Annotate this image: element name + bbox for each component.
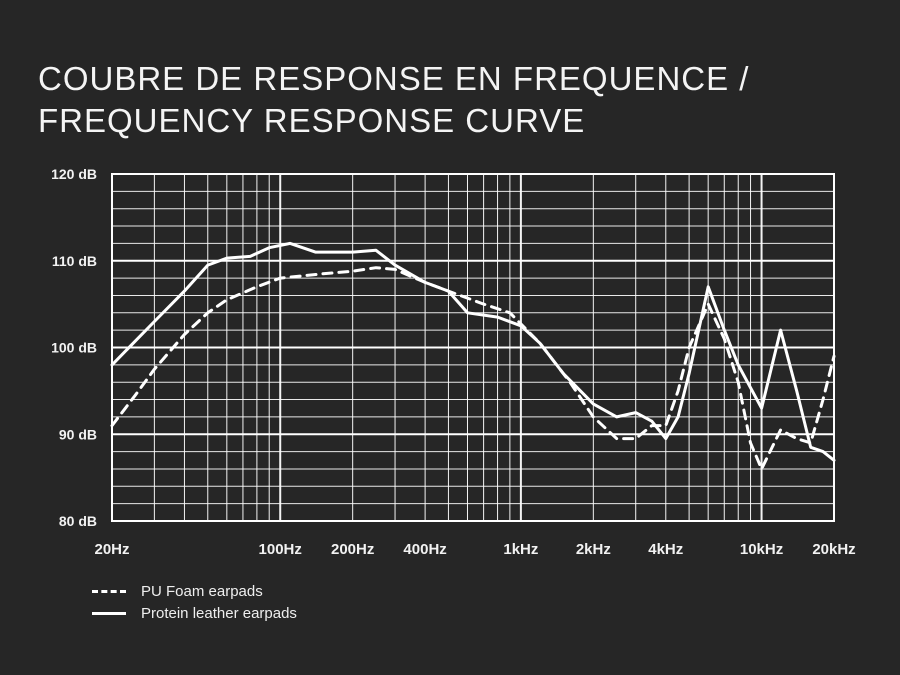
chart-title: COUBRE DE RESPONSE EN FREQUENCE / FREQUE… <box>38 58 749 142</box>
label-layer: 80 dB 90 dB 100 dB 110 dB 120 dB 20Hz 100Hz 200… <box>51 166 856 558</box>
x-tick-label: 2kHz <box>576 541 611 558</box>
legend-label-protein-leather: Protein leather earpads <box>141 604 297 622</box>
x-tick-label: 200Hz <box>331 541 374 558</box>
x-tick-label: 20Hz <box>94 541 129 558</box>
y-tick-label: 90 dB <box>59 426 97 442</box>
chart-title-line-2: FREQUENCY RESPONSE CURVE <box>38 102 586 139</box>
series-layer <box>110 241 836 471</box>
grid-layer <box>111 173 835 522</box>
x-tick-label: 1kHz <box>503 541 538 558</box>
plot-frame <box>111 173 835 522</box>
x-tick-label: 20kHz <box>812 541 855 558</box>
legend-item-protein-leather: Protein leather earpads <box>92 602 297 624</box>
legend-swatch-solid <box>92 611 126 615</box>
x-tick-label: 4kHz <box>648 541 683 558</box>
legend-swatch-dashed <box>92 589 126 593</box>
y-tick-label: 80 dB <box>59 513 97 529</box>
x-tick-label: 10kHz <box>740 541 783 558</box>
y-tick-label: 120 dB <box>51 166 97 182</box>
x-tick-label: 400Hz <box>403 541 446 558</box>
series-line-protein-leather <box>110 241 836 462</box>
x-tick-label: 100Hz <box>259 541 302 558</box>
legend-item-pu-foam: PU Foam earpads <box>92 580 297 602</box>
chart-title-line-1: COUBRE DE RESPONSE EN FREQUENCE / <box>38 60 750 97</box>
legend: PU Foam earpads Protein leather earpads <box>92 580 297 624</box>
series-line-pu-foam <box>110 266 836 471</box>
y-tick-label: 100 dB <box>51 340 97 356</box>
y-tick-label: 110 dB <box>52 253 97 269</box>
legend-label-pu-foam: PU Foam earpads <box>141 582 263 600</box>
